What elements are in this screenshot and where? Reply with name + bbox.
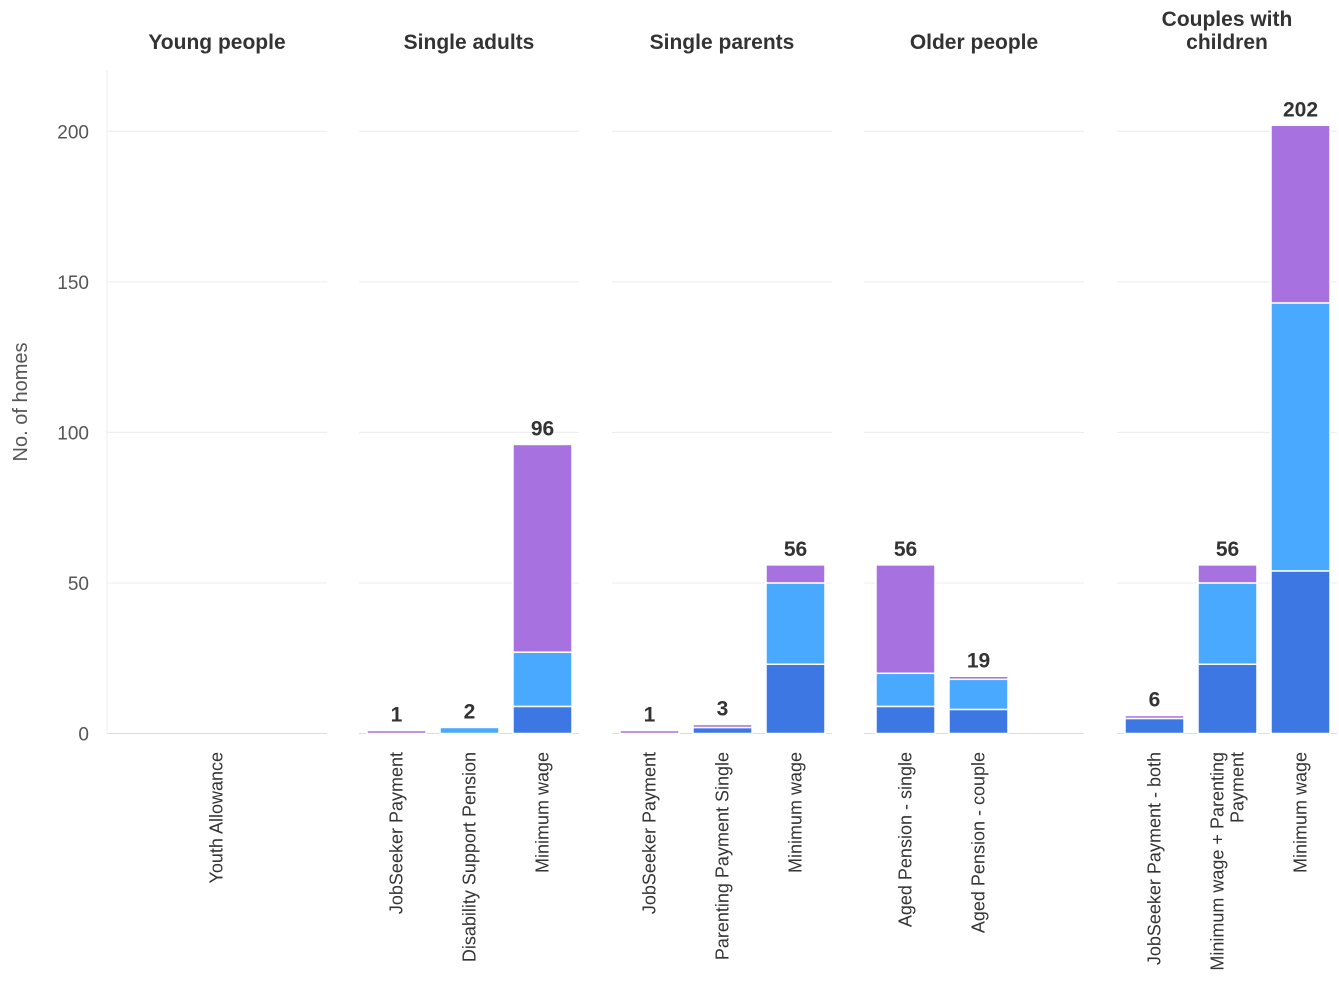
panel-title-line: children [1186, 31, 1268, 54]
x-tick-label: JobSeeker Payment [640, 752, 660, 914]
axis-layer: No. of homes 0 50 100 150 200 [10, 122, 89, 745]
x-tick-label: Minimum wage [786, 752, 806, 873]
bar-total-label: 56 [784, 538, 807, 561]
bar-segment [512, 443, 573, 653]
bar-total-label: 56 [1216, 538, 1239, 561]
bar-segment [948, 675, 1009, 681]
x-tick-label: Aged Pension - single [896, 752, 916, 927]
bar-segment [692, 723, 753, 729]
panel-title: Single adults [404, 31, 535, 54]
x-tick-label-line: Minimum wage + Parenting [1208, 752, 1228, 971]
panel-title: Young people [148, 31, 285, 54]
bar-segment [875, 672, 936, 708]
panel-title-line: Couples with [1162, 8, 1293, 31]
x-tick-label-line: Minimum wage [786, 752, 806, 873]
bar-segment [765, 564, 826, 584]
x-tick-label-line: Aged Pension - couple [969, 752, 989, 933]
x-tick-label-line: Minimum wage [533, 752, 553, 873]
bar-segment [875, 564, 936, 675]
x-tick-label-line: Payment [1228, 752, 1248, 823]
bar-segment [619, 729, 680, 735]
bar-segment [1124, 714, 1185, 720]
bars-layer [366, 124, 1331, 735]
panel-title: Older people [910, 31, 1038, 54]
bar-total-label: 1 [644, 703, 656, 726]
x-tick-label-line: Disability Support Pension [460, 752, 480, 962]
x-tick-label: Youth Allowance [207, 752, 227, 883]
bar-segment [512, 651, 573, 708]
bar-total-label: 2 [464, 700, 476, 723]
y-tick-label: 0 [78, 725, 89, 746]
x-tick-label: Minimum wage + ParentingPayment [1208, 752, 1248, 971]
panel-title-line: Young people [148, 31, 285, 54]
panel-title-line: Older people [910, 31, 1038, 54]
bar-segment [439, 726, 500, 735]
x-tick-label: JobSeeker Payment - both [1145, 752, 1165, 965]
x-tick-label: Minimum wage [533, 752, 553, 873]
bar-total-label: 96 [531, 417, 554, 440]
x-tick-label-line: Youth Allowance [207, 752, 227, 883]
y-axis-label: No. of homes [10, 343, 32, 462]
panel-title-line: Single parents [650, 31, 795, 54]
y-tick-label: 150 [57, 273, 89, 294]
x-tick-label: Aged Pension - couple [969, 752, 989, 933]
bar-total-label: 6 [1149, 688, 1161, 711]
bar-total-label: 56 [894, 538, 917, 561]
bar-segment [366, 729, 427, 735]
bar-segment [875, 705, 936, 735]
y-tick-label: 100 [57, 423, 89, 444]
bar-segment [948, 678, 1009, 711]
x-tick-label: Disability Support Pension [460, 752, 480, 962]
panel-title-line: Single adults [404, 31, 535, 54]
x-tick-label: Minimum wage [1291, 752, 1311, 873]
y-tick-label: 50 [68, 574, 89, 595]
x-tick-label: JobSeeker Payment [387, 752, 407, 914]
grid-layer [106, 70, 1337, 734]
panel-title: Couples with children [1162, 8, 1293, 54]
labels-layer: Young people Youth Allowance Single adults… [148, 8, 1318, 971]
x-tick-label-line: Minimum wage [1291, 752, 1311, 873]
bar-segment [765, 663, 826, 735]
bar-segment [1270, 124, 1331, 304]
x-tick-label-line: Aged Pension - single [896, 752, 916, 927]
panel-title: Single parents [650, 31, 795, 54]
bar-segment [1197, 663, 1258, 735]
bar-segment [1197, 582, 1258, 665]
bar-segment [1270, 570, 1331, 735]
bar-total-label: 1 [391, 703, 403, 726]
bar-total-label: 19 [967, 649, 990, 672]
x-tick-label: Parenting Payment Single [713, 752, 733, 960]
bar-segment [765, 582, 826, 665]
y-tick-label: 200 [57, 122, 89, 143]
bar-segment [1270, 302, 1331, 572]
bar-total-label: 202 [1283, 98, 1318, 121]
x-tick-label-line: JobSeeker Payment [640, 752, 660, 914]
bar-total-label: 3 [717, 697, 729, 720]
bar-segment [692, 726, 753, 735]
bar-segment [1197, 564, 1258, 584]
x-tick-label-line: JobSeeker Payment - both [1145, 752, 1165, 965]
bar-segment [1124, 717, 1185, 735]
x-tick-label-line: JobSeeker Payment [387, 752, 407, 914]
x-tick-label-line: Parenting Payment Single [713, 752, 733, 960]
bar-segment [948, 708, 1009, 735]
bar-segment [512, 705, 573, 735]
